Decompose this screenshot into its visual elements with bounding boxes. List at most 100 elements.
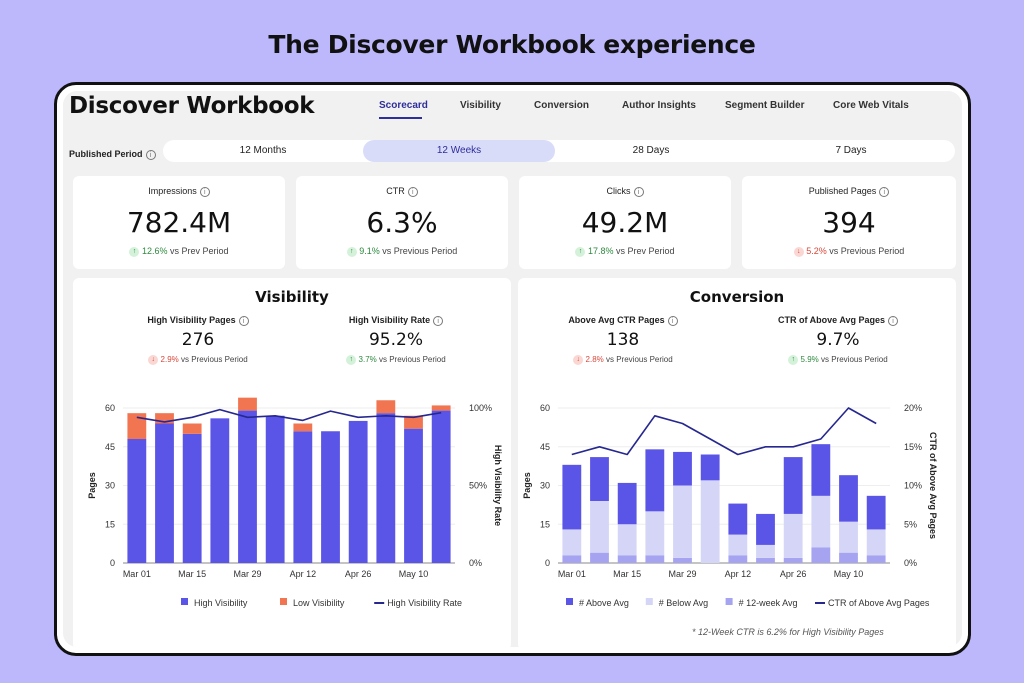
x-tick-label: Mar 01 — [123, 569, 151, 579]
bar-above-avg — [756, 513, 775, 545]
kpi-delta-pct: 5.2% — [806, 246, 827, 256]
legend-label: # Below Avg — [659, 598, 708, 608]
info-icon[interactable]: i — [667, 315, 678, 326]
tab-scorecard[interactable]: Scorecard — [379, 100, 428, 111]
stat-title-text: High Visibility Rate — [348, 315, 431, 325]
period-option-28-days[interactable]: 28 Days — [632, 145, 670, 156]
stat-title: High Visibility Rate i — [301, 315, 491, 326]
y2-axis-label: High Visibility Rate — [493, 445, 503, 526]
stat-delta: ↑ 3.7% vs Previous Period — [301, 354, 491, 365]
y2-tick-label: 20% — [904, 403, 922, 413]
kpi-title-text: Impressions — [148, 186, 197, 196]
y-tick-label: 30 — [105, 481, 115, 491]
kpi-delta-compare: vs Prev Period — [170, 246, 229, 256]
line-high-visibility-rate — [136, 408, 442, 423]
bar-above-avg — [590, 457, 609, 501]
bar-12-week-avg — [839, 552, 858, 563]
legend-label: High Visibility Rate — [387, 598, 462, 608]
period-selector: 12 Months 12 Weeks 28 Days 7 Days — [163, 140, 955, 162]
bar-below-avg — [728, 534, 748, 556]
footnote: * 12-Week CTR is 6.2% for High Visibilit… — [692, 627, 884, 637]
app-title: Discover Workbook — [69, 93, 315, 119]
bar-above-avg — [728, 503, 748, 535]
stat-delta: ↓ 2.9% vs Previous Period — [103, 354, 293, 365]
info-icon[interactable]: i — [879, 186, 890, 197]
bar-below-avg — [811, 495, 831, 548]
bar-high-visibility — [431, 410, 451, 563]
period-option-12-weeks[interactable]: 12 Weeks — [363, 140, 555, 162]
legend-swatch — [566, 598, 573, 605]
bar-12-week-avg — [645, 555, 665, 563]
arrow-down-icon: ↓ — [573, 354, 584, 365]
period-option-12-months[interactable]: 12 Months — [239, 145, 287, 156]
info-icon[interactable]: i — [238, 315, 249, 326]
kpi-card-ctr: CTR i 6.3% ↑ 9.1% vs Previous Period — [296, 176, 508, 269]
x-tick-label: Mar 15 — [178, 569, 206, 579]
stat-title: High Visibility Pages i — [103, 315, 293, 326]
y-tick-label: 30 — [540, 481, 550, 491]
kpi-delta-compare: vs Previous Period — [382, 246, 458, 256]
x-tick-label: May 10 — [834, 569, 864, 579]
y-tick-label: 15 — [540, 519, 550, 529]
y-axis-label: Pages — [522, 472, 532, 499]
tab-author-insights[interactable]: Author Insights — [622, 100, 696, 111]
info-icon[interactable]: i — [888, 315, 898, 326]
bar-above-avg — [673, 451, 692, 486]
legend-swatch — [181, 598, 188, 605]
bar-above-avg — [645, 449, 665, 512]
info-icon[interactable]: i — [199, 186, 210, 197]
stat-delta-compare: vs Previous Period — [821, 354, 888, 364]
bar-low-visibility — [238, 397, 257, 411]
visibility-chart: 0 15 30 45 60 0% 50% 100% Pages High Visibility R… — [87, 397, 503, 608]
stat-title-text: Above Avg CTR Pages — [568, 315, 665, 325]
x-tick-label: May 10 — [399, 569, 429, 579]
tab-conversion[interactable]: Conversion — [534, 100, 590, 111]
bar-above-avg — [617, 482, 637, 525]
arrow-down-icon: ↓ — [148, 354, 159, 365]
y-tick-label: 45 — [540, 442, 550, 452]
info-icon[interactable]: i — [145, 149, 156, 160]
legend-label: # Above Avg — [579, 598, 629, 608]
line-ctr-of-above-avg-pages — [571, 407, 877, 456]
legend-label: Low Visibility — [293, 598, 345, 608]
kpi-delta-pct: 12.6% — [141, 246, 168, 256]
kpi-delta: ↑ 17.8% vs Prev Period — [519, 246, 731, 257]
panel-title: Conversion — [689, 288, 785, 306]
kpi-title-text: Clicks — [606, 186, 631, 196]
bar-12-week-avg — [617, 555, 637, 563]
kpi-value: 394 — [822, 206, 876, 239]
arrow-up-icon: ↑ — [346, 246, 357, 257]
stat-above-avg-ctr-pages: Above Avg CTR Pages i 138 ↓ 2.8% vs Previ… — [528, 315, 718, 365]
tab-visibility[interactable]: Visibility — [460, 100, 501, 111]
bar-high-visibility — [210, 418, 230, 563]
kpi-delta: ↓ 5.2% vs Previous Period — [742, 246, 956, 257]
stat-value: 138 — [606, 329, 640, 350]
kpi-title-text: CTR — [386, 186, 405, 196]
period-option-7-days[interactable]: 7 Days — [835, 145, 867, 156]
info-icon[interactable]: i — [407, 186, 418, 197]
tab-segment-builder[interactable]: Segment Builder — [725, 100, 805, 111]
kpi-title: CTR i — [296, 186, 508, 197]
info-icon[interactable]: i — [633, 186, 644, 197]
x-tick-label: Mar 15 — [613, 569, 641, 579]
bar-12-week-avg — [866, 555, 886, 563]
tab-core-web-vitals[interactable]: Core Web Vitals — [833, 100, 909, 111]
info-icon[interactable]: i — [433, 315, 444, 326]
stat-value: 9.7% — [816, 329, 860, 350]
y2-tick-label: 15% — [904, 442, 922, 452]
y-tick-label: 15 — [105, 519, 115, 529]
bar-high-visibility — [404, 428, 423, 563]
bar-above-avg — [783, 457, 803, 514]
bar-low-visibility — [404, 415, 423, 429]
kpi-value: 6.3% — [366, 206, 438, 239]
stat-delta-compare: vs Previous Period — [181, 354, 248, 364]
y-tick-label: 60 — [105, 403, 115, 413]
stat-value: 276 — [181, 329, 215, 350]
y-tick-label: 0 — [110, 558, 115, 568]
arrow-up-icon: ↑ — [346, 354, 357, 365]
kpi-title: Clicks i — [519, 186, 731, 197]
bar-above-avg — [700, 454, 720, 481]
kpi-card-clicks: Clicks i 49.2M ↑ 17.8% vs Prev Period — [519, 176, 731, 269]
visibility-panel: Visibility High Visibility Pages i 276 ↓ … — [73, 278, 511, 647]
arrow-up-icon: ↑ — [575, 246, 586, 257]
